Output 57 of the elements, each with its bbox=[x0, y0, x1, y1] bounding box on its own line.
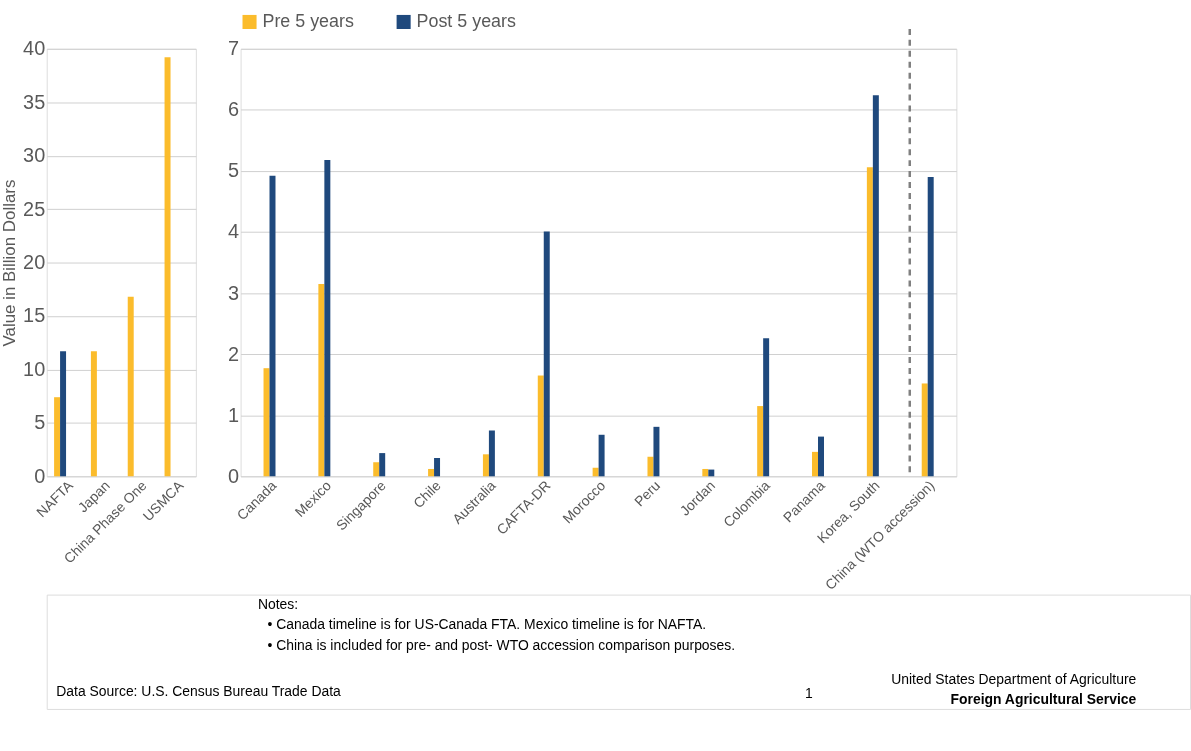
text: 1 bbox=[805, 684, 814, 701]
bar bbox=[757, 406, 764, 477]
bar bbox=[537, 375, 544, 477]
y-tick-label: 0 bbox=[228, 464, 240, 487]
bar bbox=[482, 454, 489, 477]
y-tick-label: 5 bbox=[228, 159, 240, 182]
bar bbox=[866, 167, 873, 477]
bar bbox=[763, 338, 770, 477]
y-tick-label: 3 bbox=[228, 281, 240, 304]
bar bbox=[653, 426, 660, 477]
y-tick-label: 25 bbox=[23, 197, 46, 220]
y-tick-label: 40 bbox=[23, 37, 46, 60]
bar bbox=[812, 451, 819, 477]
bar bbox=[488, 430, 495, 477]
bar bbox=[647, 456, 654, 477]
y-tick-label: 1 bbox=[228, 403, 240, 426]
bar bbox=[592, 467, 599, 477]
y-tick-label: 15 bbox=[23, 304, 46, 327]
y-tick-label: 30 bbox=[23, 144, 46, 167]
bar bbox=[921, 383, 928, 477]
y-tick-label: 6 bbox=[228, 98, 240, 121]
source-note: Data Source: U.S. Census Bureau Trade Data bbox=[56, 683, 342, 699]
y-tick-label: 4 bbox=[228, 220, 240, 243]
bar bbox=[164, 57, 171, 477]
bar bbox=[428, 468, 435, 477]
y-tick-label: 20 bbox=[23, 251, 46, 274]
bar bbox=[702, 468, 709, 477]
bar bbox=[127, 296, 134, 477]
bar bbox=[708, 469, 715, 477]
y-tick-label: 10 bbox=[23, 357, 46, 380]
text: Foreign Agricultural Service bbox=[950, 690, 1137, 707]
y-tick-label: 5 bbox=[34, 411, 46, 434]
text: Notes: bbox=[257, 595, 299, 612]
bar bbox=[598, 434, 605, 477]
legend-label: Pre 5 years bbox=[262, 10, 354, 31]
bar bbox=[373, 462, 380, 477]
y-axis-title: Value in Billion Dollars bbox=[0, 179, 20, 347]
bar bbox=[90, 351, 97, 477]
bar bbox=[543, 231, 550, 477]
bar bbox=[818, 436, 824, 477]
text: United States Department of Agriculture bbox=[891, 671, 1137, 688]
bar bbox=[263, 368, 270, 477]
y-tick-label: 0 bbox=[34, 464, 46, 487]
y-tick-label: 35 bbox=[23, 90, 46, 113]
y-tick-label: 7 bbox=[228, 37, 240, 60]
bar bbox=[60, 351, 67, 477]
legend-label: Post 5 years bbox=[416, 10, 516, 31]
bar bbox=[927, 177, 934, 477]
bar bbox=[379, 453, 386, 477]
y-tick-label: 2 bbox=[228, 342, 240, 365]
bar bbox=[54, 397, 61, 477]
bar bbox=[324, 159, 331, 477]
bar bbox=[434, 457, 441, 477]
bar bbox=[872, 95, 879, 477]
text: • Canada timeline is for US-Canada FTA. Mexico timeline is for NAFTA. bbox=[267, 616, 707, 633]
text: • China is included for pre- and post- WTO accession comparison purposes. bbox=[267, 637, 736, 654]
bar bbox=[318, 283, 325, 477]
